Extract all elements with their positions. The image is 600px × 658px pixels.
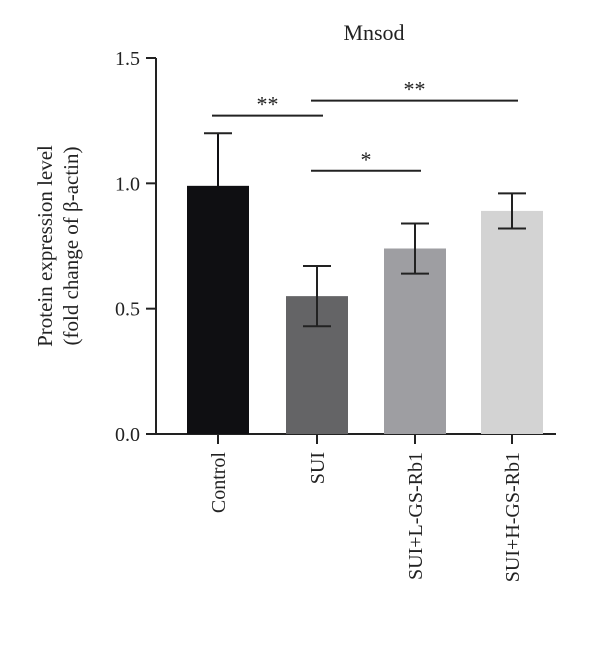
significance-label: * (361, 147, 372, 172)
significance-label: ** (404, 77, 426, 102)
chart-title: Mnsod (343, 20, 404, 45)
x-category-label: SUI (307, 452, 329, 484)
y-axis-label: Protein expression level (fold change of… (33, 145, 83, 347)
y-axis-label-line-2: (fold change of β-actin) (59, 146, 83, 345)
x-category-label: Control (208, 452, 230, 514)
bar (384, 248, 446, 434)
plot-area: 0.0 0.5 1.0 1.5 Control SUI SUI+L-GS-Rb1 SUI+H-… (115, 48, 556, 582)
significance-label: ** (257, 92, 279, 117)
y-axis-label-line-1: Protein expression level (33, 145, 57, 347)
y-tick-label: 0.0 (115, 424, 140, 446)
y-tick-label: 1.5 (115, 48, 140, 70)
y-tick-label: 1.0 (115, 173, 140, 195)
x-category-label: SUI+L-GS-Rb1 (405, 452, 427, 580)
y-tick-label: 0.5 (115, 299, 140, 321)
bar (481, 210, 543, 434)
x-category-label: SUI+H-GS-Rb1 (502, 452, 524, 582)
